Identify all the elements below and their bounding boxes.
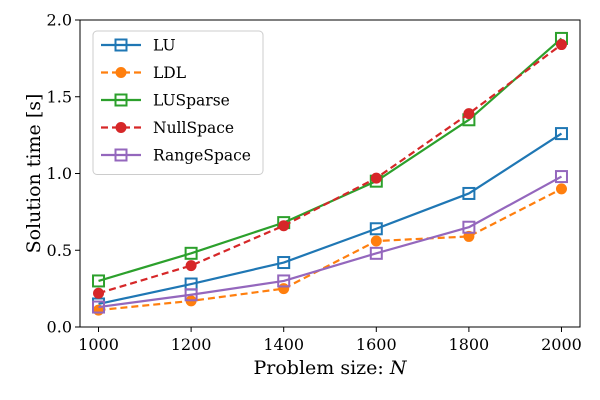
data-point-rangespace — [277, 274, 291, 288]
legend-item-lusparse: LUSparse — [101, 92, 230, 110]
legend-box — [92, 30, 264, 175]
legend-label: RangeSpace — [153, 147, 251, 165]
data-point-rangespace — [184, 288, 198, 302]
legend-swatch-marker — [114, 148, 128, 162]
legend-swatch-marker — [115, 67, 127, 78]
legend-item-nullspace: NullSpace — [101, 119, 234, 137]
legend-swatch-marker — [114, 93, 128, 107]
y-tick-label: 1.5 — [47, 87, 72, 106]
x-tick-label: 1800 — [449, 335, 490, 354]
y-tick-label: 0.0 — [47, 318, 72, 337]
legend-item-lu: LU — [101, 37, 176, 55]
data-point-lusparse — [92, 274, 106, 288]
axis-ticks: 1000 1200 1400 1600 1800 2000 0.0 0.5 1.0 1.5 2.0 — [47, 11, 582, 355]
data-point-lu — [277, 256, 291, 270]
data-point-lu — [554, 127, 568, 141]
data-point-nullspace — [463, 108, 475, 120]
data-point-ldl — [370, 235, 382, 247]
legend-swatch-marker — [114, 38, 128, 52]
legend-label: LDL — [153, 64, 186, 82]
series-line-lu — [98, 132, 563, 306]
data-point-nullspace — [370, 172, 382, 184]
x-tick-label: 1400 — [263, 335, 304, 354]
data-point-lusparse — [184, 246, 198, 260]
series-line-nullspace — [98, 43, 563, 295]
y-tick-label: 2.0 — [47, 11, 72, 30]
legend-item-ldl: LDL — [101, 64, 186, 82]
plot-series — [92, 31, 568, 316]
series-line-lusparse — [98, 37, 563, 283]
legend-label: LU — [153, 37, 176, 55]
x-tick-label: 1000 — [78, 335, 119, 354]
data-point-nullspace — [555, 39, 567, 51]
series-rangespace — [92, 170, 568, 314]
series-line-rangespace — [98, 175, 563, 309]
data-point-ldl — [555, 183, 567, 195]
data-point-nullspace — [185, 260, 197, 272]
data-point-rangespace — [462, 220, 476, 234]
x-tick-label: 2000 — [541, 335, 582, 354]
data-point-rangespace — [92, 300, 106, 314]
data-point-nullspace — [93, 287, 105, 299]
x-tick-label: 1200 — [171, 335, 212, 354]
legend-item-rangespace: RangeSpace — [101, 147, 251, 165]
series-nullspace — [93, 39, 567, 299]
series-ldl — [93, 183, 567, 316]
legend-label: LUSparse — [153, 92, 230, 110]
x-axis-label: Problem size: N — [254, 357, 408, 379]
data-point-ldl — [278, 283, 290, 295]
legend-label: NullSpace — [153, 119, 234, 137]
data-point-nullspace — [278, 220, 290, 232]
y-axis-label: Solution time [s] — [23, 94, 45, 254]
y-tick-label: 1.0 — [47, 164, 72, 183]
legend-swatch-marker — [115, 122, 127, 133]
data-point-lu — [462, 186, 476, 200]
y-tick-label: 0.5 — [47, 241, 72, 260]
data-point-ldl — [463, 230, 475, 242]
data-point-rangespace — [369, 246, 383, 260]
x-tick-label: 1600 — [356, 335, 397, 354]
data-point-rangespace — [554, 170, 568, 184]
series-line-ldl — [98, 187, 562, 312]
legend: LU LDL LUSparse NullSpace RangeSpace — [92, 30, 264, 175]
data-point-lu — [369, 222, 383, 236]
